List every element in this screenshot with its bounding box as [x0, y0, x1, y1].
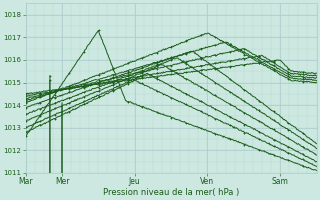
X-axis label: Pression niveau de la mer( hPa ): Pression niveau de la mer( hPa )	[103, 188, 239, 197]
